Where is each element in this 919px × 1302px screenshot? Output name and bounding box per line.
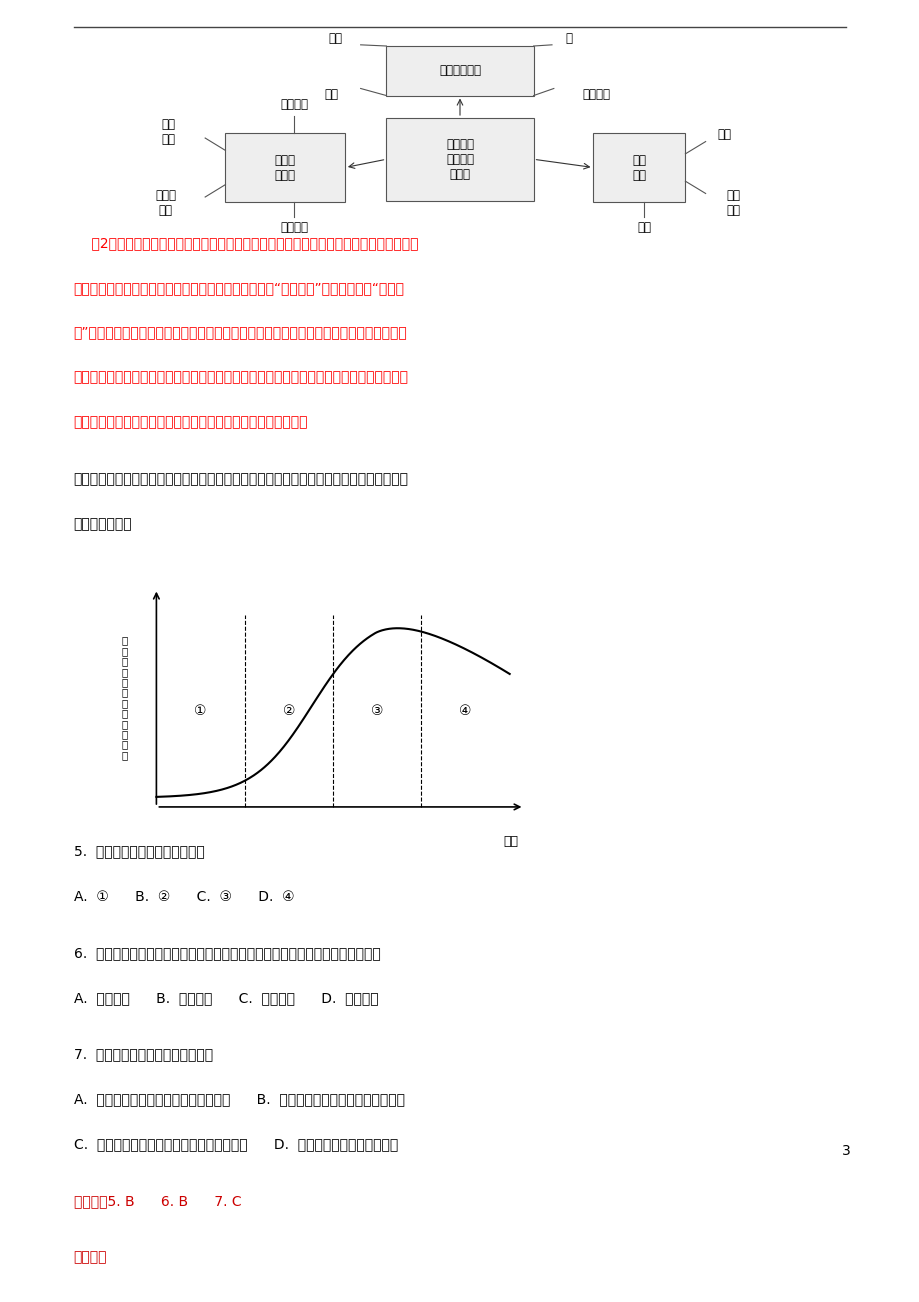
Text: 3: 3 — [841, 1144, 850, 1159]
Text: 经济
发展: 经济 发展 — [161, 118, 176, 146]
Text: A.  交通条件      B.  土地价格      C.  环境质量      D.  工业布局: A. 交通条件 B. 土地价格 C. 环境质量 D. 工业布局 — [74, 991, 378, 1005]
Text: ①: ① — [194, 704, 207, 717]
FancyBboxPatch shape — [386, 118, 533, 201]
Text: 6.  目前，我国许多城市在郊区建设公租房和经济适用房，主要考虑的区位因素是: 6. 目前，我国许多城市在郊区建设公租房和经济适用房，主要考虑的区位因素是 — [74, 947, 380, 960]
FancyBboxPatch shape — [593, 133, 685, 202]
Text: 【答案】5. B      6. B      7. C: 【答案】5. B 6. B 7. C — [74, 1194, 241, 1208]
Text: 城市房地产业的发展与城市化进程密切相关。下图为我国城市房地产业的发展规律示意图，: 城市房地产业的发展与城市化进程密切相关。下图为我国城市房地产业的发展规律示意图， — [74, 471, 408, 486]
Text: 响人口迁移的因素主要是社会经济因素，应具体问题具体分析。: 响人口迁移的因素主要是社会经济因素，应具体问题具体分析。 — [74, 415, 308, 430]
Text: 考虑就业等社会经济因素。总体来说，自然环境因素对人口迁移的影响在逐渐减弱，目前影: 考虑就业等社会经济因素。总体来说，自然环境因素对人口迁移的影响在逐渐减弱，目前影 — [74, 371, 408, 384]
Text: 房
地
产
业
占
城
市
经
济
的
比
重: 房 地 产 业 占 城 市 经 济 的 比 重 — [121, 635, 127, 760]
Text: 气候: 气候 — [328, 33, 343, 46]
Text: 决定性因素。例如，美国部分老年人在退休后由东北部“冷冻地带”向西部、南部“阳光地: 决定性因素。例如，美国部分老年人在退休后由东北部“冷冻地带”向西部、南部“阳光地 — [74, 281, 404, 294]
Text: ③: ③ — [370, 704, 383, 717]
FancyBboxPatch shape — [225, 133, 345, 202]
Text: 战争: 战争 — [716, 128, 731, 141]
Text: 交通和
通信: 交通和 通信 — [155, 189, 176, 217]
Text: A.  城市化就是指城市人口比乡村人口多      B.  城市化意味着城市用地的无限扩大: A. 城市化就是指城市人口比乡村人口多 B. 城市化意味着城市用地的无限扩大 — [74, 1092, 404, 1107]
Text: 政治
因素: 政治 因素 — [631, 154, 646, 181]
Text: 时间: 时间 — [503, 836, 517, 848]
Text: 影响人口
迁移的主
要因素: 影响人口 迁移的主 要因素 — [446, 138, 473, 181]
Text: （2）找出主要原因。在某种特定时空条件下，任何一种因素都可能成为促使人口迁移的: （2）找出主要原因。在某种特定时空条件下，任何一种因素都可能成为促使人口迁移的 — [74, 236, 417, 250]
Text: C.  城市人口比重上升是城市化最主要的标志      D.  城市化就是城市工业化过程: C. 城市人口比重上升是城市化最主要的标志 D. 城市化就是城市工业化过程 — [74, 1137, 397, 1151]
Text: 带”迁移，这主要受气候条件影响；而年轻人从东北部老工业区向西部、南部迁移，主要是: 带”迁移，这主要受气候条件影响；而年轻人从东北部老工业区向西部、南部迁移，主要是 — [74, 326, 407, 340]
Text: 5.  图中城市化速度最快的阶段是: 5. 图中城市化速度最快的阶段是 — [74, 845, 204, 859]
Text: 矿产资源: 矿产资源 — [582, 87, 609, 100]
Text: 社会经
济因素: 社会经 济因素 — [275, 154, 295, 181]
FancyBboxPatch shape — [386, 46, 533, 95]
Text: ④: ④ — [459, 704, 471, 717]
Text: 7.  下面关于城市化的叙述正确的是: 7. 下面关于城市化的叙述正确的是 — [74, 1048, 212, 1061]
Text: 文化教育: 文化教育 — [280, 99, 308, 112]
Text: 【解析】: 【解析】 — [74, 1250, 107, 1264]
Text: ②: ② — [282, 704, 295, 717]
Text: 土壤: 土壤 — [323, 87, 338, 100]
Text: 婚姻家庭: 婚姻家庭 — [280, 221, 308, 234]
Text: 水: 水 — [564, 33, 572, 46]
Text: 回答下面小题。: 回答下面小题。 — [74, 517, 132, 531]
Text: 政治
变革: 政治 变革 — [725, 189, 740, 217]
Text: A.  ①      B.  ②      C.  ③      D.  ④: A. ① B. ② C. ③ D. ④ — [74, 889, 294, 904]
Text: 政策: 政策 — [636, 221, 651, 234]
Text: 自然环境因素: 自然环境因素 — [438, 64, 481, 77]
